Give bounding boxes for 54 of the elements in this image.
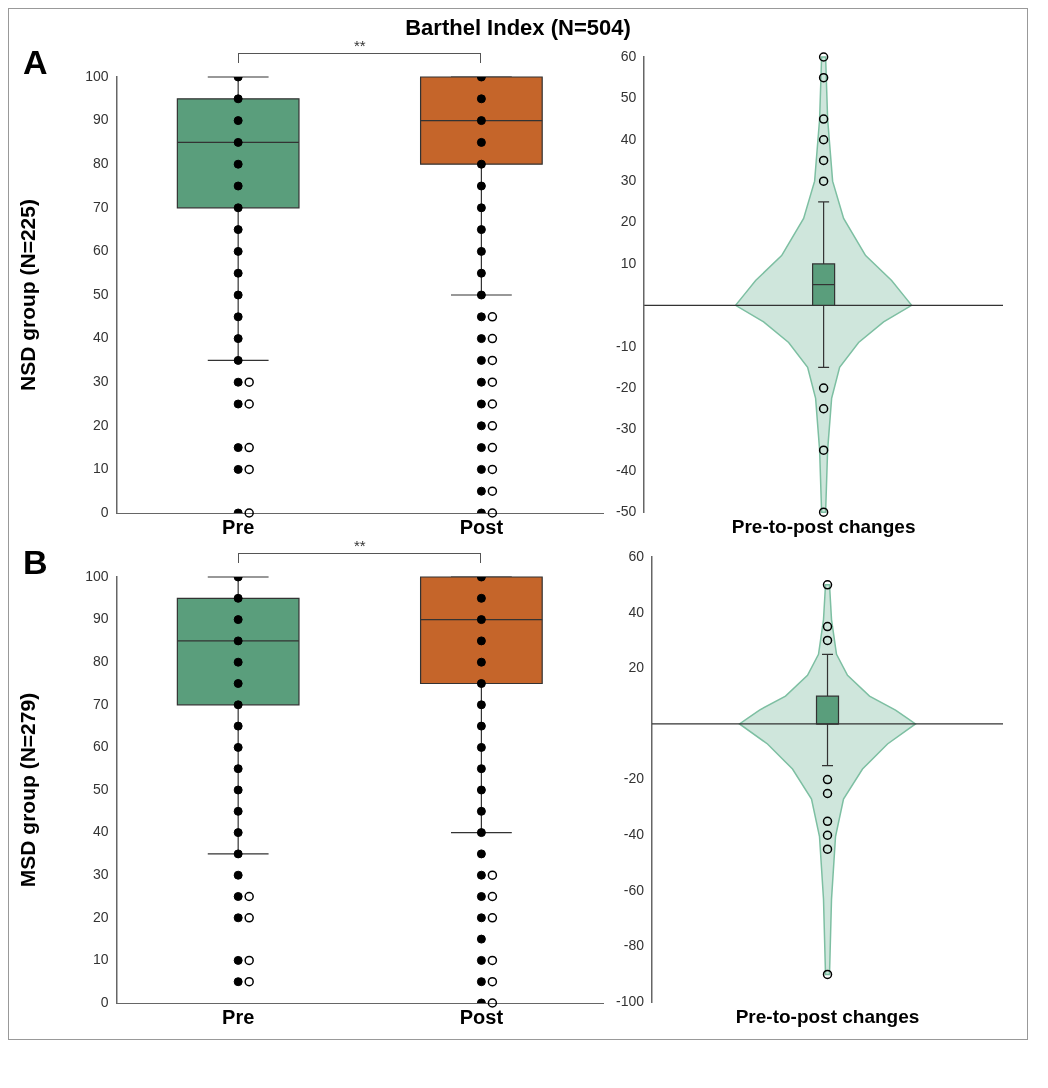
y-tick-label: 60 [92, 738, 109, 755]
y-tick-label: 90 [92, 610, 109, 627]
y-tick-label: -20 [616, 378, 637, 395]
y-tick-label: 90 [92, 111, 109, 128]
y-tick-label: -60 [623, 881, 645, 898]
y-tick-label: 60 [620, 47, 637, 64]
y-tick-label: 50 [92, 285, 109, 302]
y-tick-label: 70 [92, 695, 109, 712]
y-tick-label: -40 [616, 461, 637, 478]
y-tick-label: 80 [92, 155, 109, 172]
y-axis-title: NSD group (N=225) [16, 199, 40, 391]
x-tick-label: Post [459, 1005, 504, 1028]
y-tick-label: 20 [92, 416, 109, 433]
y-tick-label: -50 [616, 503, 637, 520]
y-tick-label: 10 [92, 460, 109, 477]
x-tick-label: Post [459, 515, 504, 538]
y-tick-label: 70 [92, 198, 109, 215]
y-tick-label: 0 [100, 503, 109, 520]
x-tick-label: Pre [222, 1005, 255, 1028]
y-axis-title: MSD group (N=279) [16, 692, 40, 888]
y-tick-label: 40 [92, 329, 109, 346]
y-tick-label: 10 [92, 951, 109, 968]
y-tick-label: -30 [616, 420, 637, 437]
text: A [23, 43, 48, 82]
y-tick-label: 60 [628, 547, 645, 564]
y-tick-label: 100 [85, 67, 109, 84]
x-axis-title: Pre-to-post changes [735, 1005, 920, 1027]
y-tick-label: 20 [620, 213, 637, 230]
text: ** [352, 537, 367, 554]
y-tick-label: -40 [623, 826, 645, 843]
y-tick-label: -100 [615, 993, 645, 1010]
text: B [23, 543, 48, 582]
y-tick-label: -80 [623, 937, 645, 954]
y-tick-label: 30 [92, 373, 109, 390]
y-tick-label: -20 [623, 770, 645, 787]
y-tick-label: 100 [85, 567, 109, 584]
y-tick-label: 40 [620, 130, 637, 147]
y-tick-label: 30 [92, 866, 109, 883]
y-tick-label: 40 [628, 603, 645, 620]
y-tick-label: 80 [92, 653, 109, 670]
y-tick-label: 30 [620, 172, 637, 188]
y-tick-label: 0 [100, 993, 109, 1010]
y-tick-label: 50 [92, 780, 109, 797]
y-tick-label: 60 [92, 242, 109, 259]
y-tick-label: 50 [620, 89, 637, 106]
y-tick-label: 40 [92, 823, 109, 840]
y-tick-label: 10 [620, 254, 637, 271]
x-axis-title: Pre-to-post changes [731, 515, 916, 537]
y-tick-label: 20 [628, 659, 645, 676]
x-tick-label: Pre [222, 515, 255, 538]
y-tick-label: 20 [92, 908, 109, 925]
y-tick-label: -10 [616, 337, 637, 354]
chart-title: Barthel Index (N=504) [405, 15, 631, 40]
text: ** [352, 37, 367, 54]
